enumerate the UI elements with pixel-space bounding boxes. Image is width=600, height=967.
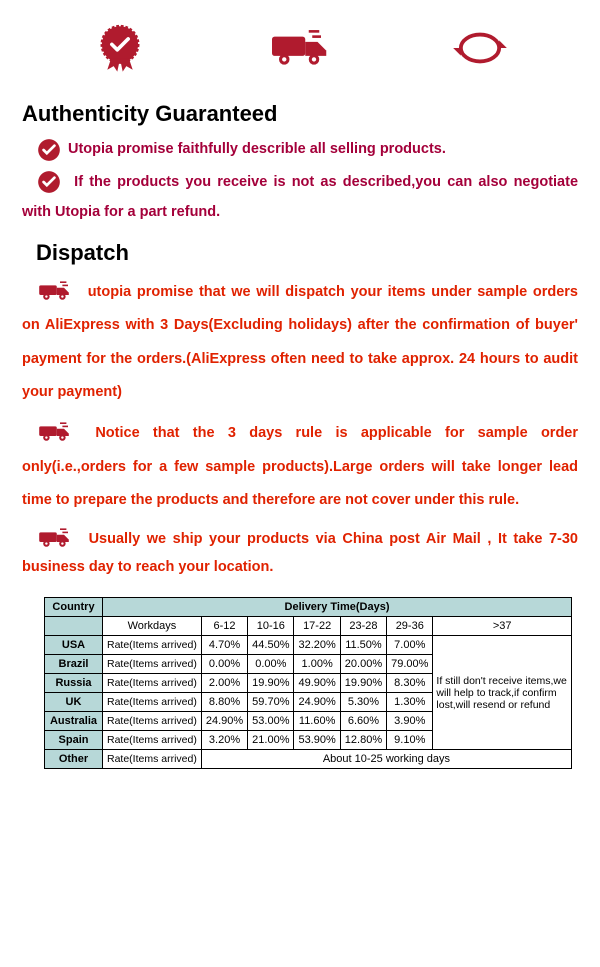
cell: 79.00% [387,655,433,674]
country-cell: UK [45,693,103,712]
country-cell: Other [45,750,103,769]
dispatch-p1-rest: orders on AliExpress with 3 Days(Excludi… [22,284,578,400]
rate-label: Rate(Items arrived) [103,636,202,655]
rate-label: Rate(Items arrived) [103,674,202,693]
check-badge-icon [36,169,62,195]
dispatch-para-1: utopia promise that we will dispatch you… [0,276,600,417]
truck-icon [265,20,335,75]
subhead-workdays: Workdays [103,617,202,636]
cell: 24.90% [294,693,340,712]
cell: 1.00% [294,655,340,674]
cell: 2.00% [201,674,247,693]
refresh-cycle-icon [445,20,515,75]
authenticity-heading: Authenticity Guaranteed [0,95,600,137]
cell: 11.50% [340,636,386,655]
cell: 53.00% [248,712,294,731]
table-header-row: Country Delivery Time(Days) [45,598,572,617]
cell: 4.70% [201,636,247,655]
cell: 44.50% [248,636,294,655]
top-icon-row [0,10,600,95]
cell: 8.30% [387,674,433,693]
col-country: Country [45,598,103,617]
col-delivery: Delivery Time(Days) [103,598,572,617]
delivery-table-wrap: Country Delivery Time(Days) Workdays 6-1… [0,589,600,769]
cell: 3.20% [201,731,247,750]
authenticity-line2-lead: If the products you receive is not as de… [74,174,507,190]
range-4: 29-36 [387,617,433,636]
dispatch-heading: Dispatch [0,234,600,276]
table-row: USA Rate(Items arrived) 4.70% 44.50% 32.… [45,636,572,655]
dispatch-para-3: Usually we ship your products via China … [0,525,600,589]
cell: 8.80% [201,693,247,712]
country-cell: Russia [45,674,103,693]
range-2: 17-22 [294,617,340,636]
cell: 11.60% [294,712,340,731]
cell: 59.70% [248,693,294,712]
range-1: 10-16 [248,617,294,636]
small-truck-icon [36,419,76,447]
cell: 32.20% [294,636,340,655]
delivery-time-table: Country Delivery Time(Days) Workdays 6-1… [44,597,572,769]
country-cell: Spain [45,731,103,750]
country-cell: Australia [45,712,103,731]
dispatch-para-2: Notice that the 3 days rule is applicabl… [0,417,600,525]
rate-label: Rate(Items arrived) [103,655,202,674]
cell: 19.90% [340,674,386,693]
cell: 3.90% [387,712,433,731]
cell: 20.00% [340,655,386,674]
cell: 19.90% [248,674,294,693]
range-0: 6-12 [201,617,247,636]
small-truck-icon [36,278,76,306]
authenticity-para-2: If the products you receive is not as de… [0,167,600,234]
dispatch-p1-lead: utopia promise that we will dispatch you… [88,284,527,300]
authenticity-badge-icon [85,20,155,75]
country-cell: Brazil [45,655,103,674]
cell: 0.00% [248,655,294,674]
table-row-other: Other Rate(Items arrived) About 10-25 wo… [45,750,572,769]
range-3: 23-28 [340,617,386,636]
cell: 49.90% [294,674,340,693]
authenticity-line1: Utopia promise faithfully describle all … [68,139,446,161]
rate-label: Rate(Items arrived) [103,750,202,769]
cell: 7.00% [387,636,433,655]
other-text: About 10-25 working days [201,750,571,769]
dispatch-p3-lead: Usually we ship your products via China … [89,531,543,547]
cell: 6.60% [340,712,386,731]
country-cell: USA [45,636,103,655]
rate-label: Rate(Items arrived) [103,731,202,750]
dispatch-p2-lead: Notice that the 3 days rule is applicabl… [95,425,578,441]
cell: 0.00% [201,655,247,674]
cell: 21.00% [248,731,294,750]
range-5: >37 [433,617,572,636]
dispatch-p2-rest: only(i.e.,orders for a few sample produc… [22,459,578,508]
cell: 53.90% [294,731,340,750]
rate-label: Rate(Items arrived) [103,693,202,712]
small-truck-icon [36,525,76,553]
cell: 24.90% [201,712,247,731]
cell: 9.10% [387,731,433,750]
authenticity-bullet-1: Utopia promise faithfully describle all … [0,137,600,167]
table-subheader-row: Workdays 6-12 10-16 17-22 23-28 29-36 >3… [45,617,572,636]
cell: 12.80% [340,731,386,750]
check-badge-icon [36,137,62,163]
cell: 5.30% [340,693,386,712]
cell: 1.30% [387,693,433,712]
rate-label: Rate(Items arrived) [103,712,202,731]
note-cell: If still don't receive items,we will hel… [433,636,572,750]
